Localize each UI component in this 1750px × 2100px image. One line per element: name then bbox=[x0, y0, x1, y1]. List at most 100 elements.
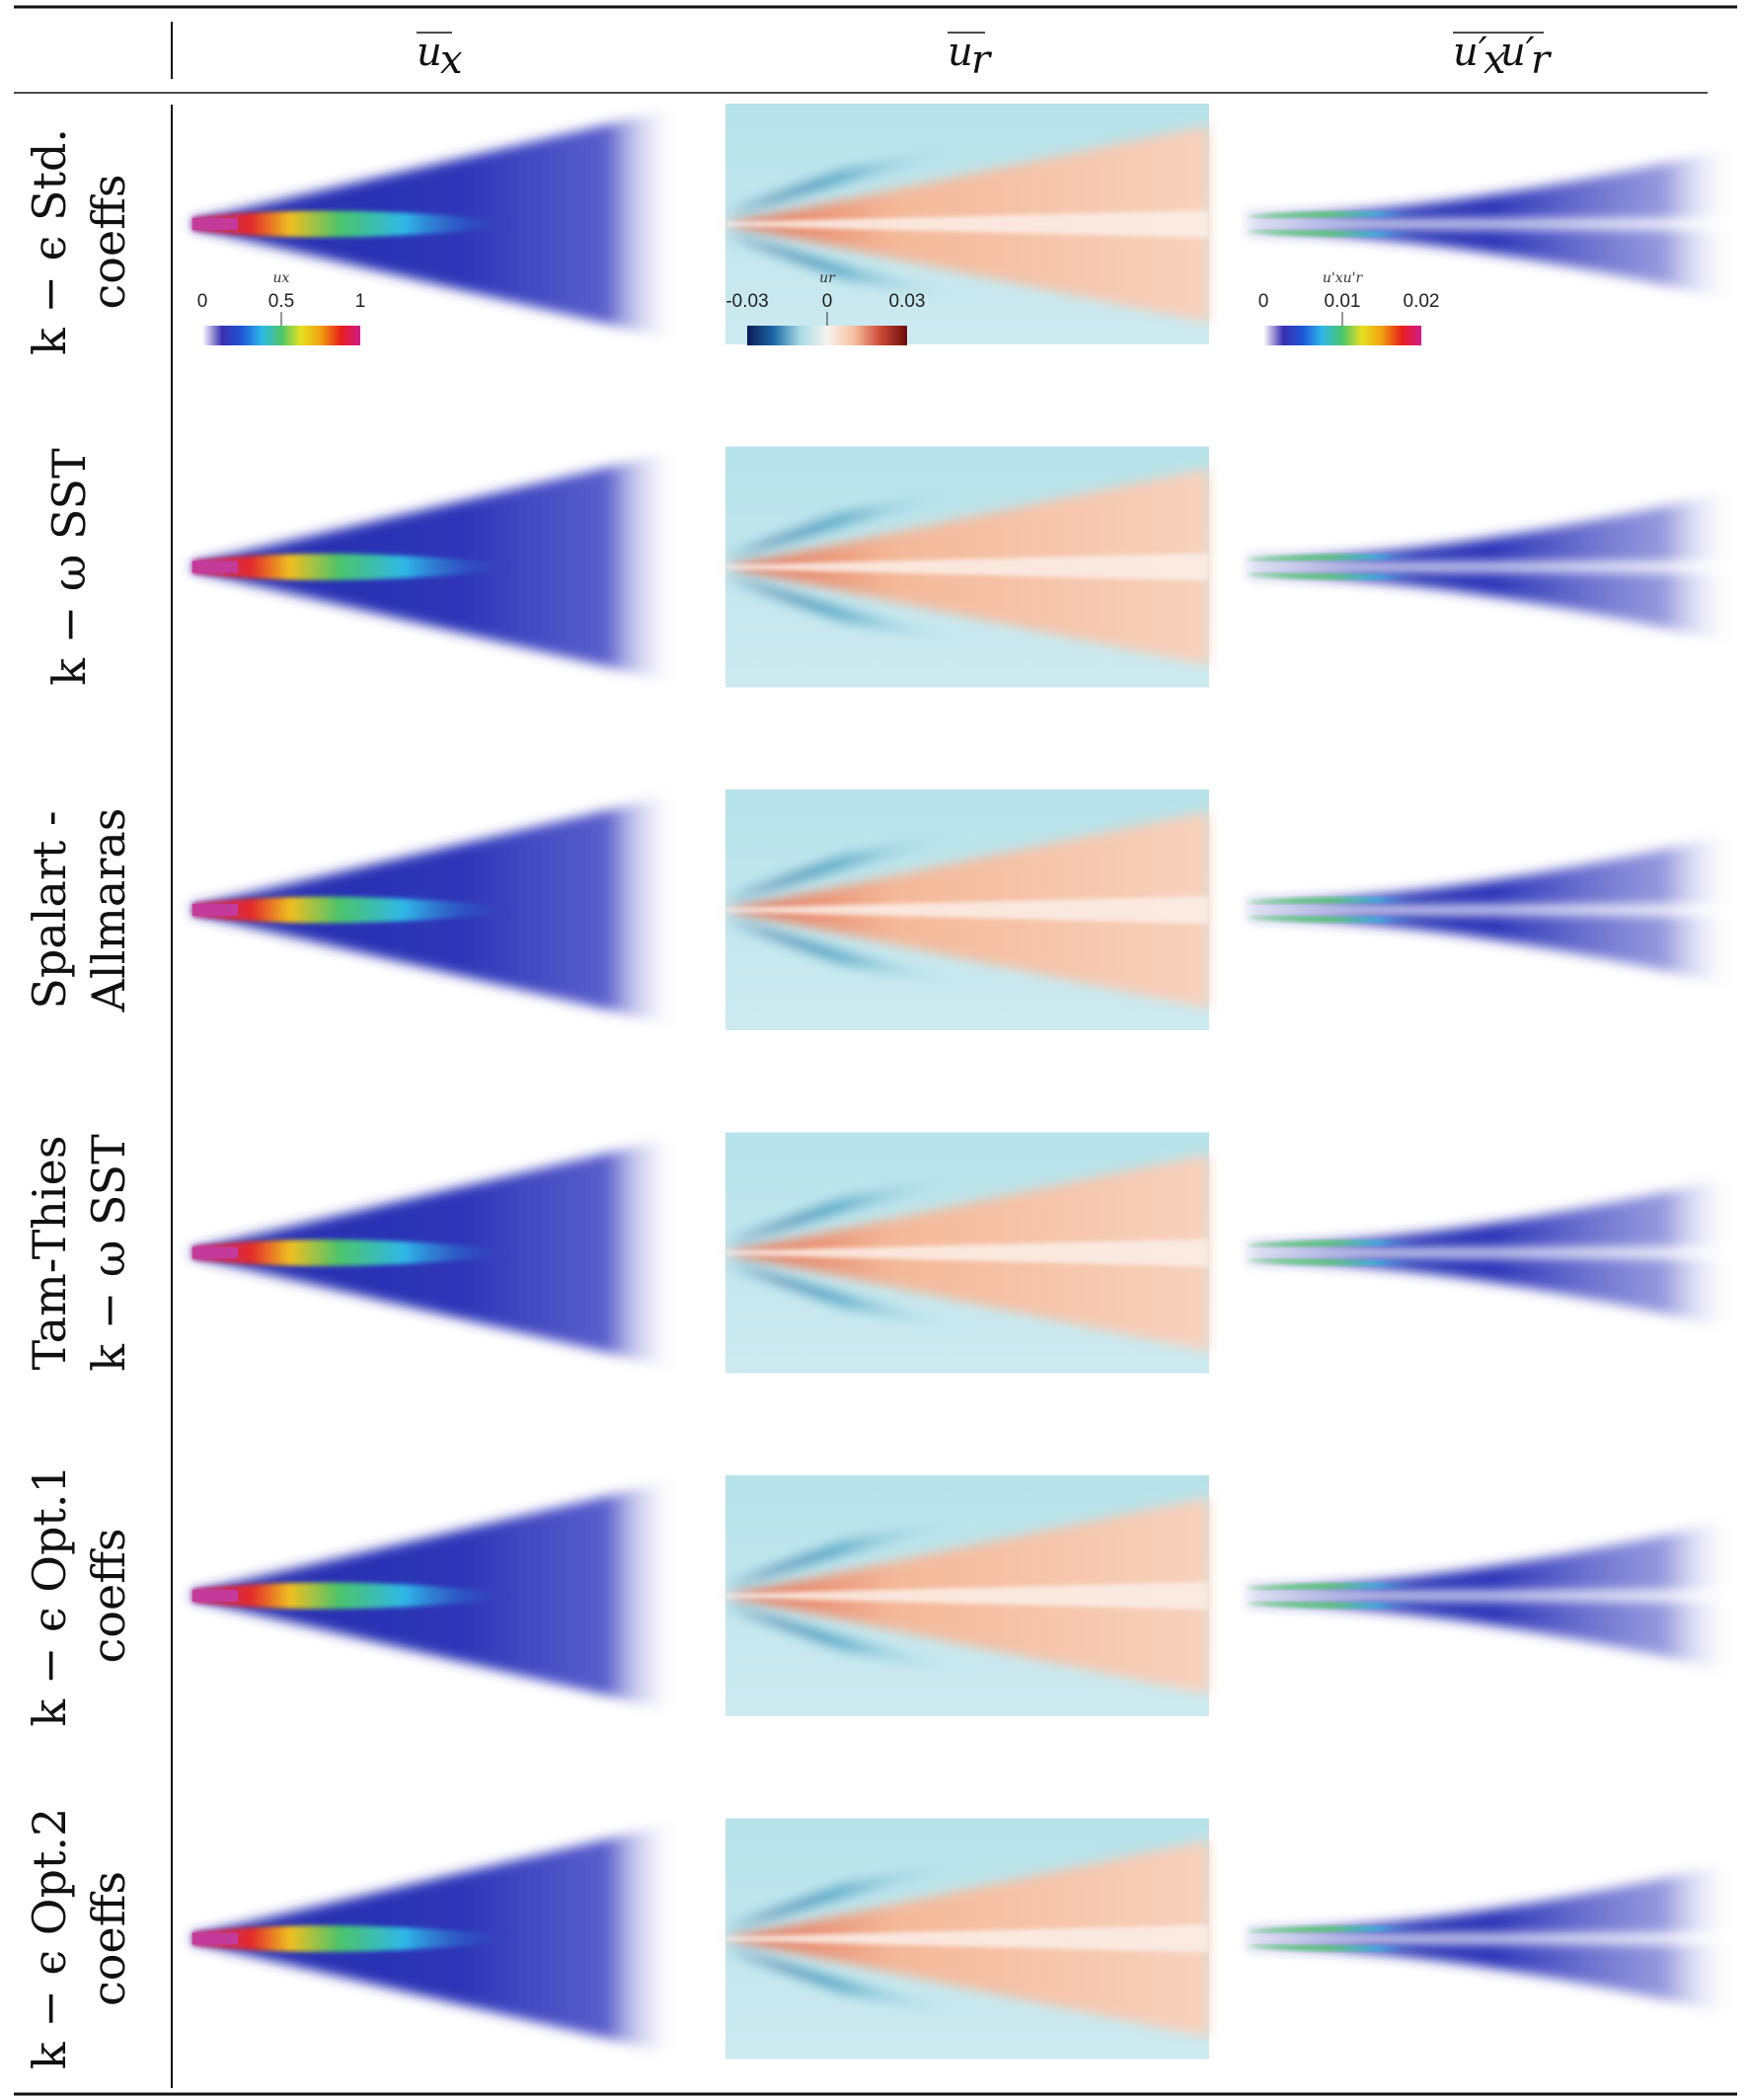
row-label-line2: k − ω SST bbox=[82, 1134, 135, 1372]
ux-nozzle-exit bbox=[192, 561, 238, 573]
stress-peak-lower bbox=[1249, 230, 1436, 237]
stress-peak-upper bbox=[1249, 1239, 1436, 1246]
colorbar-tick-label: 0 bbox=[822, 291, 833, 312]
colorbar-tick-label: 1 bbox=[355, 291, 366, 312]
stress-lobe-upper bbox=[1249, 1861, 1737, 1935]
heading-uxur-symbol1: u′ bbox=[1453, 30, 1487, 75]
ux-potential-core bbox=[192, 896, 518, 924]
row-spalart-allmaras: Spalart - Allmaras bbox=[23, 789, 1737, 1030]
ur-contour-panel bbox=[725, 789, 1209, 1030]
ux-nozzle-exit bbox=[192, 218, 238, 230]
uxur-contour-panel bbox=[1249, 489, 1737, 644]
stress-peak-lower bbox=[1249, 1945, 1436, 1952]
heading-uxur-symbol2: u′ bbox=[1500, 30, 1535, 75]
colorbar-tick-label: 0.01 bbox=[1325, 291, 1361, 312]
ur-centerline bbox=[725, 1924, 1209, 1953]
stress-peak-upper bbox=[1249, 1925, 1436, 1932]
ur-negative-lower bbox=[725, 576, 982, 646]
ur-negative-upper bbox=[725, 145, 982, 214]
column-heading-ur: u r bbox=[948, 30, 993, 83]
stress-lobe-lower bbox=[1249, 1942, 1737, 2016]
heading-uxur-subscript2: r bbox=[1531, 38, 1553, 83]
stress-peak-upper bbox=[1249, 897, 1436, 904]
ur-negative-lower bbox=[725, 1606, 982, 1675]
ux-contour-panel bbox=[192, 450, 679, 684]
ux-potential-core bbox=[192, 1239, 518, 1266]
stress-peak-upper bbox=[1249, 1583, 1436, 1590]
row-label: Spalart - Allmaras bbox=[23, 808, 135, 1013]
ur-contour-panel bbox=[725, 104, 1209, 344]
colorbar-2: ur -0.03 0 0.03 bbox=[725, 270, 925, 345]
stress-peak-upper bbox=[1249, 211, 1436, 218]
uxur-contour-panel bbox=[1249, 1519, 1737, 1673]
uxur-contour-panel bbox=[1249, 1175, 1737, 1330]
row-k-eps-opt1: k − ϵ Opt.1 coeffs bbox=[23, 1464, 1737, 1727]
stress-lobe-upper bbox=[1249, 1175, 1737, 1249]
ux-contour-panel bbox=[192, 1822, 679, 2056]
row-k-eps-std: k − ϵ Std. coeffs bbox=[23, 104, 1737, 355]
ux-potential-core bbox=[192, 554, 518, 580]
row-label-line1: Tam-Thies bbox=[23, 1136, 76, 1371]
uxur-contour-panel bbox=[1249, 1861, 1737, 2016]
ur-negative-upper bbox=[725, 1173, 982, 1243]
stress-lobe-lower bbox=[1249, 1600, 1737, 1673]
stress-lobe-upper bbox=[1249, 489, 1737, 563]
row-k-eps-opt2: k − ϵ Opt.2 coeffs bbox=[23, 1808, 1737, 2070]
ur-negative-upper bbox=[725, 488, 982, 558]
stress-lobe-upper bbox=[1249, 147, 1737, 220]
row-label-line2: coeffs bbox=[82, 1529, 135, 1664]
heading-ur-symbol: u bbox=[948, 30, 973, 75]
stress-lobe-lower bbox=[1249, 228, 1737, 301]
colorbar-1: ux 0 0.5 1 bbox=[197, 270, 366, 345]
colorbar-tick-label: 0 bbox=[1258, 291, 1269, 312]
stress-lobe-upper bbox=[1249, 1519, 1737, 1592]
row-tam-thies: Tam-Thies k − ω SST bbox=[23, 1132, 1737, 1374]
colorbar-tick-label: -0.03 bbox=[725, 291, 768, 312]
stress-peak-lower bbox=[1249, 1602, 1436, 1609]
row-label-line2: coeffs bbox=[82, 175, 135, 310]
ur-centerline bbox=[725, 896, 1209, 924]
colorbar-gradient bbox=[1263, 326, 1421, 345]
ux-nozzle-exit bbox=[192, 904, 238, 916]
ur-centerline bbox=[725, 553, 1209, 581]
row-label-line1: k − ϵ Opt.1 bbox=[23, 1464, 76, 1727]
colorbar-title: u'xu'r bbox=[1323, 270, 1364, 286]
uxur-contour-panel bbox=[1249, 833, 1737, 987]
row-label-line2: Allmaras bbox=[82, 808, 135, 1013]
colorbar-title: ux bbox=[273, 270, 290, 286]
colorbar-tick-label: 0.02 bbox=[1404, 291, 1440, 312]
row-label: k − ω SST bbox=[42, 448, 96, 686]
ur-negative-upper bbox=[725, 1859, 982, 1929]
ur-centerline bbox=[725, 1582, 1209, 1610]
stress-lobe-lower bbox=[1249, 1256, 1737, 1330]
row-label-line1: k − ϵ Opt.2 bbox=[23, 1808, 76, 2070]
row-label-line1: Spalart - bbox=[23, 810, 76, 1009]
heading-ux-subscript: x bbox=[440, 38, 463, 83]
stress-lobe-lower bbox=[1249, 914, 1737, 987]
ur-centerline bbox=[725, 210, 1209, 238]
ux-nozzle-exit bbox=[192, 1590, 238, 1602]
stress-lobe-upper bbox=[1249, 833, 1737, 906]
row-label-line1: k − ω SST bbox=[42, 448, 96, 686]
colorbar-tick-label: 0.03 bbox=[889, 291, 926, 312]
ur-contour-panel bbox=[725, 1818, 1209, 2060]
stress-peak-lower bbox=[1249, 916, 1436, 923]
ux-contour-panel bbox=[192, 108, 679, 340]
ur-negative-upper bbox=[725, 1517, 982, 1586]
heading-ur-subscript: r bbox=[971, 38, 993, 83]
colorbar-gradient bbox=[202, 326, 360, 345]
ur-negative-upper bbox=[725, 831, 982, 900]
row-k-omega-sst: k − ω SST bbox=[42, 446, 1737, 688]
colorbar-tick-label: 0 bbox=[197, 291, 208, 312]
colorbar-3: u'xu'r 0 0.01 0.02 bbox=[1258, 270, 1440, 345]
ux-contour-panel bbox=[192, 1136, 679, 1370]
column-heading-ux: u x bbox=[417, 30, 463, 83]
ux-contour-panel bbox=[192, 1479, 679, 1712]
row-label: Tam-Thies k − ω SST bbox=[23, 1134, 135, 1372]
ur-negative-lower bbox=[725, 234, 982, 303]
ur-centerline bbox=[725, 1238, 1209, 1267]
ux-nozzle-exit bbox=[192, 1932, 238, 1945]
ur-negative-lower bbox=[725, 1948, 982, 2018]
stress-peak-upper bbox=[1249, 554, 1436, 561]
